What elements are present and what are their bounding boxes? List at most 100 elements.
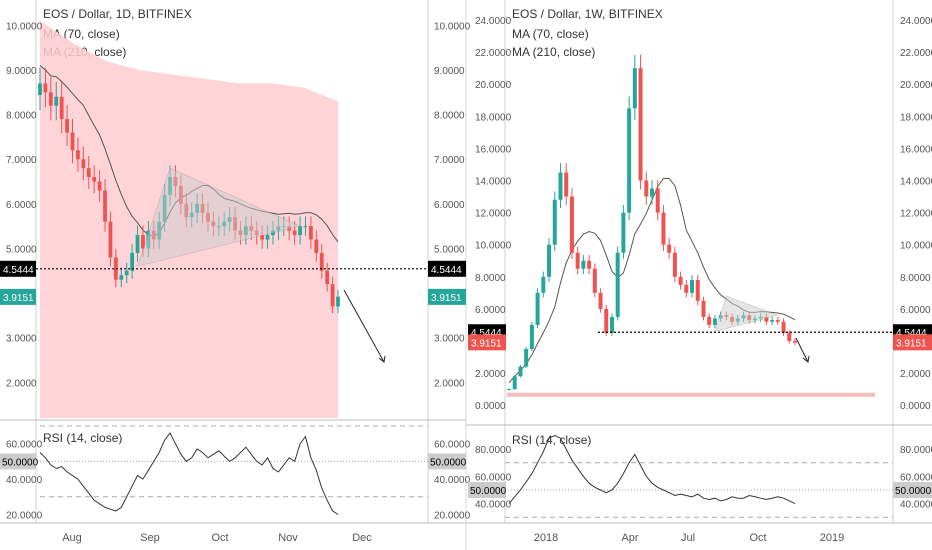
candle-body bbox=[54, 96, 59, 106]
candle-body bbox=[541, 276, 546, 293]
rsi-level-box-right bbox=[428, 453, 466, 470]
candle-body bbox=[141, 235, 145, 249]
candle-body bbox=[569, 196, 574, 253]
y-tick-label-left: 2.0000 bbox=[475, 369, 506, 380]
rsi-level-box-left bbox=[468, 482, 506, 498]
candle-body bbox=[524, 348, 529, 367]
y-tick-label-right: 8.0000 bbox=[434, 111, 465, 122]
y-tick-label-left: 6.0000 bbox=[475, 305, 506, 316]
projection-arrowhead bbox=[802, 355, 810, 363]
candle-body bbox=[81, 159, 86, 169]
level-label-right: 4.5444 bbox=[896, 328, 927, 339]
y-tick-label-left: 8.0000 bbox=[475, 273, 506, 284]
y-tick-label-right: 6.0000 bbox=[434, 200, 465, 211]
rsi-tick-label-right: 40.0000 bbox=[434, 475, 471, 486]
candle-body bbox=[86, 168, 91, 178]
y-tick-label-right: 9.0000 bbox=[434, 66, 465, 77]
y-tick-label-left: 22.0000 bbox=[475, 48, 512, 59]
candle-body bbox=[529, 324, 534, 349]
y-tick-label-left: 7.0000 bbox=[6, 155, 37, 166]
candle-body bbox=[506, 389, 512, 391]
candle-body bbox=[76, 150, 80, 160]
x-tick-label: Oct bbox=[211, 532, 228, 544]
y-tick-label-left: 2.0000 bbox=[6, 378, 37, 389]
y-tick-label-left: 12.0000 bbox=[475, 209, 512, 220]
y-tick-label-left: 14.0000 bbox=[475, 176, 512, 187]
candle-body bbox=[70, 132, 75, 151]
triangle-pattern bbox=[714, 295, 780, 332]
y-tick-label-left: 9.0000 bbox=[6, 66, 37, 77]
rsi-tick-label-right: 60.0000 bbox=[434, 440, 471, 451]
candle-body bbox=[103, 190, 107, 222]
rsi-tick-label-right: 20.0000 bbox=[434, 510, 471, 521]
rsi-line bbox=[39, 432, 339, 515]
y-tick-label-left: 16.0000 bbox=[475, 144, 512, 155]
last-price-box-left bbox=[468, 334, 506, 351]
candle-body bbox=[575, 252, 580, 269]
candle-body bbox=[615, 252, 620, 317]
candle-body bbox=[298, 226, 302, 236]
candle-body bbox=[325, 270, 330, 285]
rsi-tick-label-left: 40.0000 bbox=[475, 500, 512, 511]
last-price-box-right bbox=[893, 334, 932, 351]
candle-body bbox=[547, 244, 552, 277]
rsi-tick-label-left: 60.0000 bbox=[475, 472, 512, 483]
last-price-box-left bbox=[0, 288, 36, 305]
candle-body bbox=[330, 284, 335, 307]
candle-body bbox=[678, 276, 683, 285]
projection-arrow bbox=[795, 337, 809, 363]
y-tick-label-left: 5.0000 bbox=[6, 244, 37, 255]
y-tick-label-left: 20.0000 bbox=[475, 80, 512, 91]
rsi-line bbox=[508, 434, 796, 505]
candle-body bbox=[792, 340, 798, 343]
projection-arrow bbox=[343, 289, 385, 363]
rsi-tick-label-left: 60.0000 bbox=[6, 440, 43, 451]
right-chart: EOS / Dollar, 1W, BITFINEX MA (70, close… bbox=[466, 0, 932, 524]
candle-body bbox=[581, 260, 586, 269]
y-tick-label-left: 10.0000 bbox=[6, 21, 43, 32]
x-tick-label: Dec bbox=[352, 532, 372, 544]
candle-body bbox=[587, 260, 592, 269]
candle-body bbox=[787, 332, 792, 341]
candle-body bbox=[661, 212, 666, 245]
y-tick-label-left: 10.0000 bbox=[475, 241, 512, 252]
candle-body bbox=[655, 188, 660, 213]
rsi-level-box-left bbox=[0, 453, 36, 470]
y-tick-label-left: 24.0000 bbox=[475, 16, 512, 27]
right-ma70-label: MA (70, close) bbox=[512, 27, 589, 41]
candle-body bbox=[92, 177, 97, 182]
candle-body bbox=[535, 292, 540, 325]
y-tick-label-left: 3.0000 bbox=[6, 334, 37, 345]
rsi-tick-label-left: 40.0000 bbox=[6, 475, 43, 486]
candle-body bbox=[124, 270, 129, 276]
candle-body bbox=[119, 275, 124, 280]
ma70-line bbox=[508, 178, 796, 384]
candle-body bbox=[113, 257, 118, 280]
candle-body bbox=[632, 68, 637, 109]
triangle-pattern bbox=[136, 167, 302, 267]
candle-body bbox=[303, 226, 308, 228]
level-label-left: 4.5444 bbox=[3, 265, 34, 276]
x-tick-label: Jul bbox=[681, 532, 695, 544]
last-price-box-right bbox=[428, 288, 466, 305]
candle-body bbox=[627, 108, 632, 213]
x-tick-label: Aug bbox=[62, 532, 82, 544]
candle-body bbox=[638, 68, 643, 181]
last-price-label-left: 3.9151 bbox=[3, 293, 34, 304]
support-band bbox=[507, 392, 875, 397]
candle-body bbox=[108, 221, 113, 258]
candle-body bbox=[592, 268, 597, 293]
x-tick-label: 2019 bbox=[820, 532, 844, 544]
rsi-level-label-right: 50.0000 bbox=[430, 457, 467, 468]
rsi-level-label-left: 50.0000 bbox=[470, 486, 507, 497]
y-tick-label-left: 6.0000 bbox=[6, 200, 37, 211]
y-tick-label-left: 8.0000 bbox=[6, 111, 37, 122]
last-price-label-right: 3.9151 bbox=[431, 293, 462, 304]
candle-body bbox=[130, 252, 135, 271]
rsi-tick-label-right: 80.0000 bbox=[900, 445, 932, 456]
candle-body bbox=[518, 366, 523, 377]
chart-marks: 10.0000 10.0000 9.0000 9.0000 8.0000 8.0000 7.… bbox=[0, 16, 932, 544]
left-chart-title: EOS / Dollar, 1D, BITFINEX bbox=[43, 7, 192, 21]
y-tick-label-right: 24.0000 bbox=[900, 16, 932, 27]
rsi-level-box-right bbox=[893, 482, 932, 498]
